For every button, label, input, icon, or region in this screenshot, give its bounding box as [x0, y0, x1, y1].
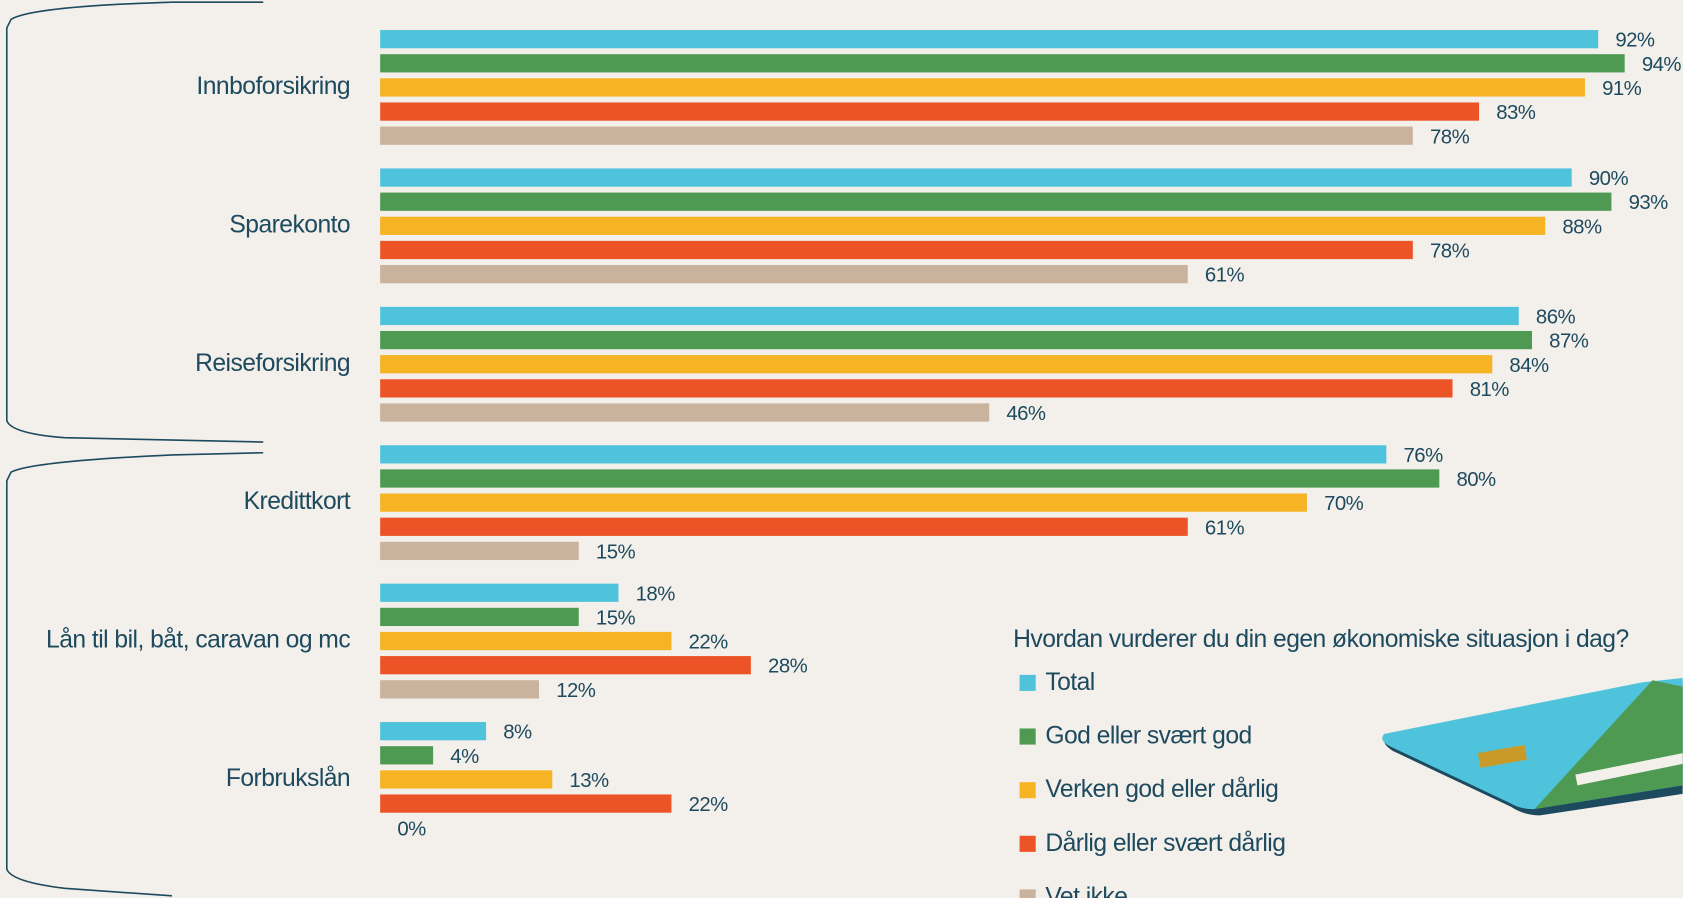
bar [380, 541, 579, 561]
value-label: 18% [636, 583, 676, 605]
value-label: 70% [1324, 493, 1364, 515]
value-label: 86% [1536, 306, 1576, 328]
value-label: 84% [1509, 355, 1549, 377]
bar [380, 403, 990, 422]
legend-label: Verken god eller dårlig [1045, 776, 1278, 803]
category-label: Innboforsikring [196, 73, 350, 100]
value-label: 13% [569, 770, 609, 792]
value-label: 12% [556, 680, 596, 702]
bar [380, 770, 553, 789]
value-label: 87% [1549, 331, 1589, 353]
value-label: 93% [1629, 192, 1669, 214]
category-label: Forbrukslån [226, 765, 350, 792]
bar [380, 355, 1493, 374]
value-label: 76% [1404, 445, 1444, 467]
value-label: 81% [1470, 379, 1510, 401]
value-label: 28% [768, 656, 808, 678]
category-label: Reiseforsikring [195, 350, 350, 377]
bar [380, 607, 579, 627]
bracket [5, 451, 264, 897]
bar [380, 631, 672, 651]
value-label: 61% [1205, 517, 1245, 539]
bar [380, 126, 1413, 145]
bar [380, 379, 1453, 398]
value-label: 80% [1456, 469, 1496, 491]
legend-title: Hvordan vurderer du din egen økonomiske … [1013, 626, 1629, 653]
value-label: 94% [1642, 54, 1682, 76]
legend-swatch [1019, 782, 1036, 799]
bar [380, 656, 751, 675]
bar [380, 192, 1612, 211]
value-label: 0% [397, 818, 426, 840]
bracket [5, 1, 264, 443]
bar [380, 102, 1480, 121]
value-label: 91% [1602, 78, 1642, 100]
bar [380, 330, 1532, 350]
value-label: 78% [1430, 126, 1470, 148]
legend-swatch [1019, 674, 1036, 691]
value-label: 88% [1562, 216, 1602, 238]
bar [380, 168, 1572, 187]
value-label: 92% [1615, 30, 1655, 52]
value-label: 15% [596, 541, 636, 563]
legend-swatch [1019, 728, 1036, 745]
value-label: 22% [689, 794, 729, 816]
bar [380, 54, 1625, 73]
legend-label: Vet ikke [1045, 884, 1127, 898]
legend-label: Total [1045, 669, 1094, 696]
bar [380, 265, 1188, 284]
bar [380, 469, 1440, 488]
value-label: 15% [596, 607, 636, 629]
value-label: 46% [1006, 403, 1046, 425]
value-label: 83% [1496, 102, 1536, 124]
category-label: Kredittkort [244, 488, 351, 515]
bar [380, 746, 434, 765]
category-label: Lån til bil, båt, caravan og mc [46, 627, 350, 654]
bar [380, 240, 1413, 260]
bar [380, 493, 1307, 512]
value-label: 4% [450, 746, 479, 768]
bar [380, 680, 540, 699]
value-label: 61% [1205, 265, 1245, 287]
bar [380, 216, 1546, 235]
bar [380, 583, 619, 602]
value-label: 8% [503, 722, 532, 744]
credit-card [1382, 678, 1683, 816]
value-label: 22% [689, 632, 729, 654]
bar [380, 306, 1519, 326]
bar [380, 30, 1599, 49]
legend-swatch [1019, 835, 1036, 852]
legend-label: God eller svært god [1045, 723, 1251, 750]
bar [380, 722, 487, 741]
bar [380, 445, 1387, 464]
bar [380, 78, 1585, 97]
bar [380, 794, 672, 813]
legend-swatch [1019, 889, 1036, 898]
bar [380, 517, 1188, 536]
category-label: Sparekonto [229, 211, 350, 238]
value-label: 78% [1430, 241, 1470, 263]
legend-label: Dårlig eller svært dårlig [1045, 830, 1285, 857]
value-label: 90% [1589, 168, 1629, 190]
